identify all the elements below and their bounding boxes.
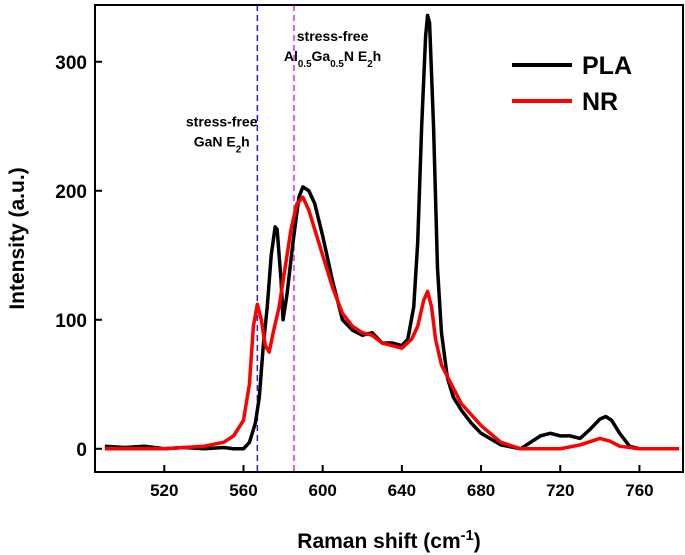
- annotation: GaN E2h: [194, 133, 250, 155]
- text-part: 2: [236, 144, 242, 155]
- text-part: stress-free: [297, 28, 369, 44]
- text-part: 0.5: [330, 59, 344, 70]
- data-line: [104, 195, 680, 451]
- plot-frame: [94, 4, 684, 473]
- text-part: Raman shift (cm: [297, 530, 460, 553]
- y-tick-label: 200: [55, 182, 87, 203]
- x-tick-label: 640: [388, 481, 416, 500]
- text-part: h: [241, 133, 250, 149]
- legend-label: PLA: [582, 52, 632, 80]
- y-tick-label: 100: [55, 311, 87, 332]
- annotation: stress-free: [297, 28, 369, 44]
- text-part: stress-free: [186, 113, 258, 129]
- text-part: Ga: [312, 48, 331, 64]
- x-tick-label: 520: [150, 481, 178, 500]
- x-tick-label: 560: [229, 481, 257, 500]
- x-tick-label: 760: [625, 481, 653, 500]
- legend-label: NR: [582, 88, 618, 116]
- y-tick-label: 0: [76, 440, 87, 461]
- text-part: Al: [284, 48, 298, 64]
- text-part: -1: [461, 528, 474, 544]
- x-tick-label: 600: [308, 481, 336, 500]
- text-part: 0.5: [298, 59, 312, 70]
- text-part: 2: [367, 59, 373, 70]
- text-part: GaN E: [194, 133, 236, 149]
- text-part: ): [474, 530, 481, 553]
- annotation: Al0.5Ga0.5N E2h: [284, 48, 381, 70]
- annotation: stress-free: [186, 113, 258, 129]
- data-line: [104, 13, 680, 451]
- x-axis-label: Raman shift (cm-1): [297, 528, 480, 553]
- y-axis-label: Intensity (a.u.): [6, 167, 29, 309]
- x-tick-label: 720: [546, 481, 574, 500]
- y-tick-label: 300: [55, 53, 87, 74]
- x-tick-label: 680: [467, 481, 495, 500]
- text-part: h: [373, 48, 382, 64]
- text-part: N E: [344, 48, 367, 64]
